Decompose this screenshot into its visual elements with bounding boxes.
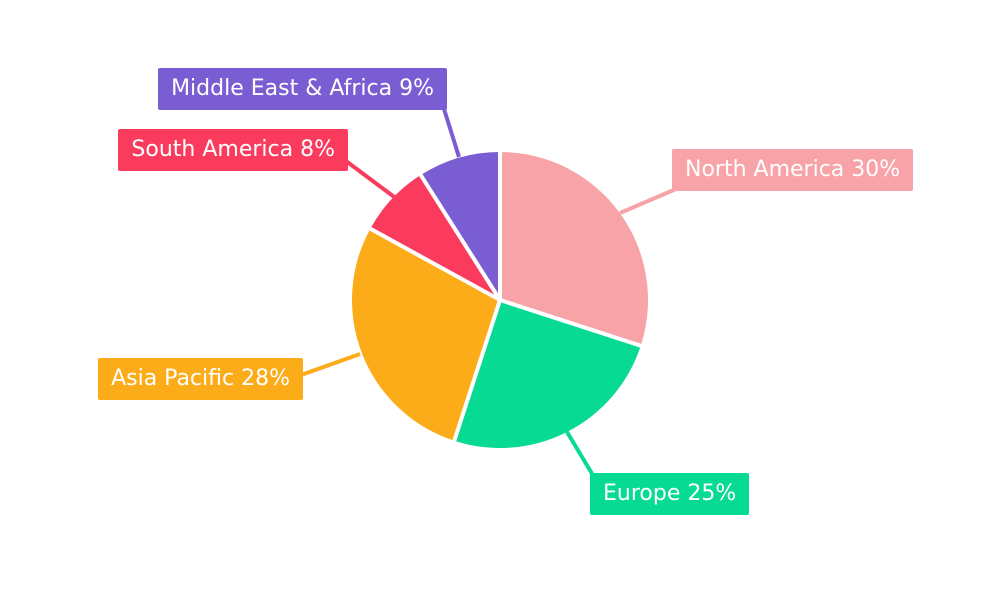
pie-slice-europe[interactable]: [454, 300, 641, 449]
leader-line-south-america: [344, 159, 399, 201]
leader-line-north-america: [619, 187, 677, 215]
pie-label-middle-east-and-africa: Middle East & Africa 9%: [158, 68, 447, 110]
slice-separator: [368, 226, 501, 302]
pie-slice-middle-east-and-africa[interactable]: [420, 152, 500, 300]
pie-label-asia-pacific: Asia Pacific 28%: [98, 358, 303, 400]
leader-line-europe: [565, 430, 596, 479]
slice-separator: [418, 173, 502, 302]
pie-label-north-america: North America 30%: [672, 149, 914, 191]
pie-label-europe: Europe 25%: [590, 473, 750, 515]
pie-slice-north-america[interactable]: [500, 152, 649, 346]
leader-line-asia-pacific: [300, 352, 361, 377]
pie-slice-south-america[interactable]: [370, 175, 500, 300]
leader-line-middle-east-and-africa: [442, 108, 461, 158]
pie-label-south-america: South America 8%: [118, 129, 348, 171]
slice-separator: [499, 298, 643, 348]
slice-separator: [452, 299, 502, 443]
